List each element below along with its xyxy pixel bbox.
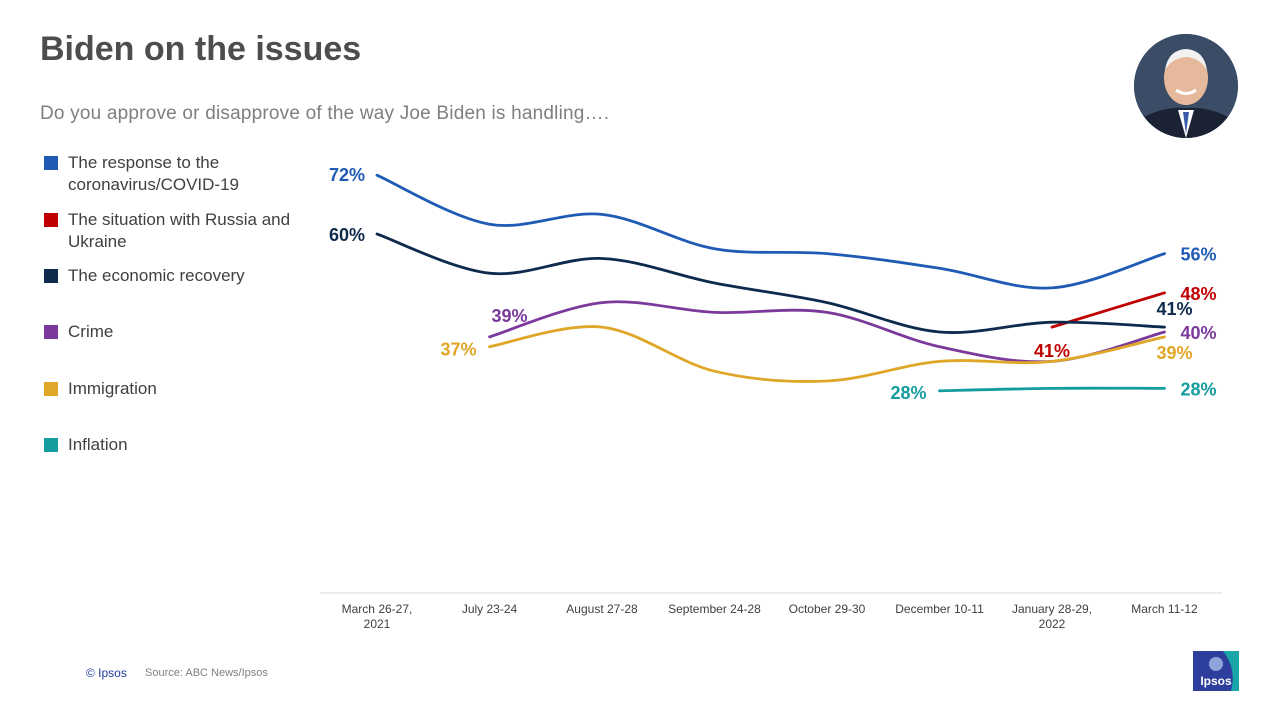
logo-text: Ipsos: [1200, 674, 1232, 688]
x-tick-label: December 10-11: [895, 602, 984, 616]
data-label-crime: 39%: [491, 306, 527, 326]
legend-label-economy: The economic recovery: [68, 266, 245, 285]
data-label-crime: 40%: [1181, 323, 1217, 343]
x-tick-label: March 26-27, 2021: [342, 602, 413, 631]
data-label-economy: 41%: [1157, 299, 1193, 319]
data-label-covid: 72%: [329, 165, 365, 185]
data-label-inflation: 28%: [890, 383, 926, 403]
data-label-inflation: 28%: [1181, 379, 1217, 399]
series-line-covid: [375, 173, 1166, 290]
legend-swatch-inflation: [44, 438, 58, 452]
data-label-russia: 41%: [1034, 341, 1070, 361]
data-label-immigration: 39%: [1157, 343, 1193, 363]
legend-label-russia: The situation with Russia and Ukraine: [68, 210, 291, 251]
x-tick-label: July 23-24: [462, 602, 518, 616]
series-line-inflation: [938, 386, 1166, 393]
legend-label-inflation: Inflation: [68, 435, 128, 454]
series-line-economy: [375, 232, 1166, 334]
x-tick-label: January 28-29, 2022: [1012, 602, 1092, 631]
series-line-russia: [1050, 291, 1166, 329]
data-label-covid: 56%: [1181, 245, 1217, 265]
legend-label-immigration: Immigration: [68, 379, 157, 398]
legend-label-crime: Crime: [68, 322, 114, 341]
data-label-russia: 48%: [1181, 284, 1217, 304]
legend-swatch-covid: [44, 156, 58, 170]
ipsos-logo: Ipsos: [1193, 651, 1239, 691]
portrait-photo: [1134, 34, 1238, 138]
series-line-immigration: [488, 325, 1166, 383]
source-text: Source: ABC News/Ipsos: [145, 667, 268, 679]
page-subtitle: Do you approve or disapprove of the way …: [40, 103, 610, 124]
legend-swatch-immigration: [44, 382, 58, 396]
legend-swatch-crime: [44, 325, 58, 339]
data-label-immigration: 37%: [440, 340, 476, 360]
legend-swatch-economy: [44, 269, 58, 283]
legend-label-covid: The response to the coronavirus/COVID-19: [68, 153, 240, 194]
page-title: Biden on the issues: [40, 30, 362, 68]
x-tick-label: September 24-28: [668, 602, 761, 616]
x-tick-label: October 29-30: [789, 602, 866, 616]
x-tick-label: March 11-12: [1131, 602, 1198, 616]
data-label-economy: 60%: [329, 225, 365, 245]
legend-swatch-russia: [44, 213, 58, 227]
copyright-text: © Ipsos: [86, 666, 127, 680]
x-tick-label: August 27-28: [566, 602, 638, 616]
